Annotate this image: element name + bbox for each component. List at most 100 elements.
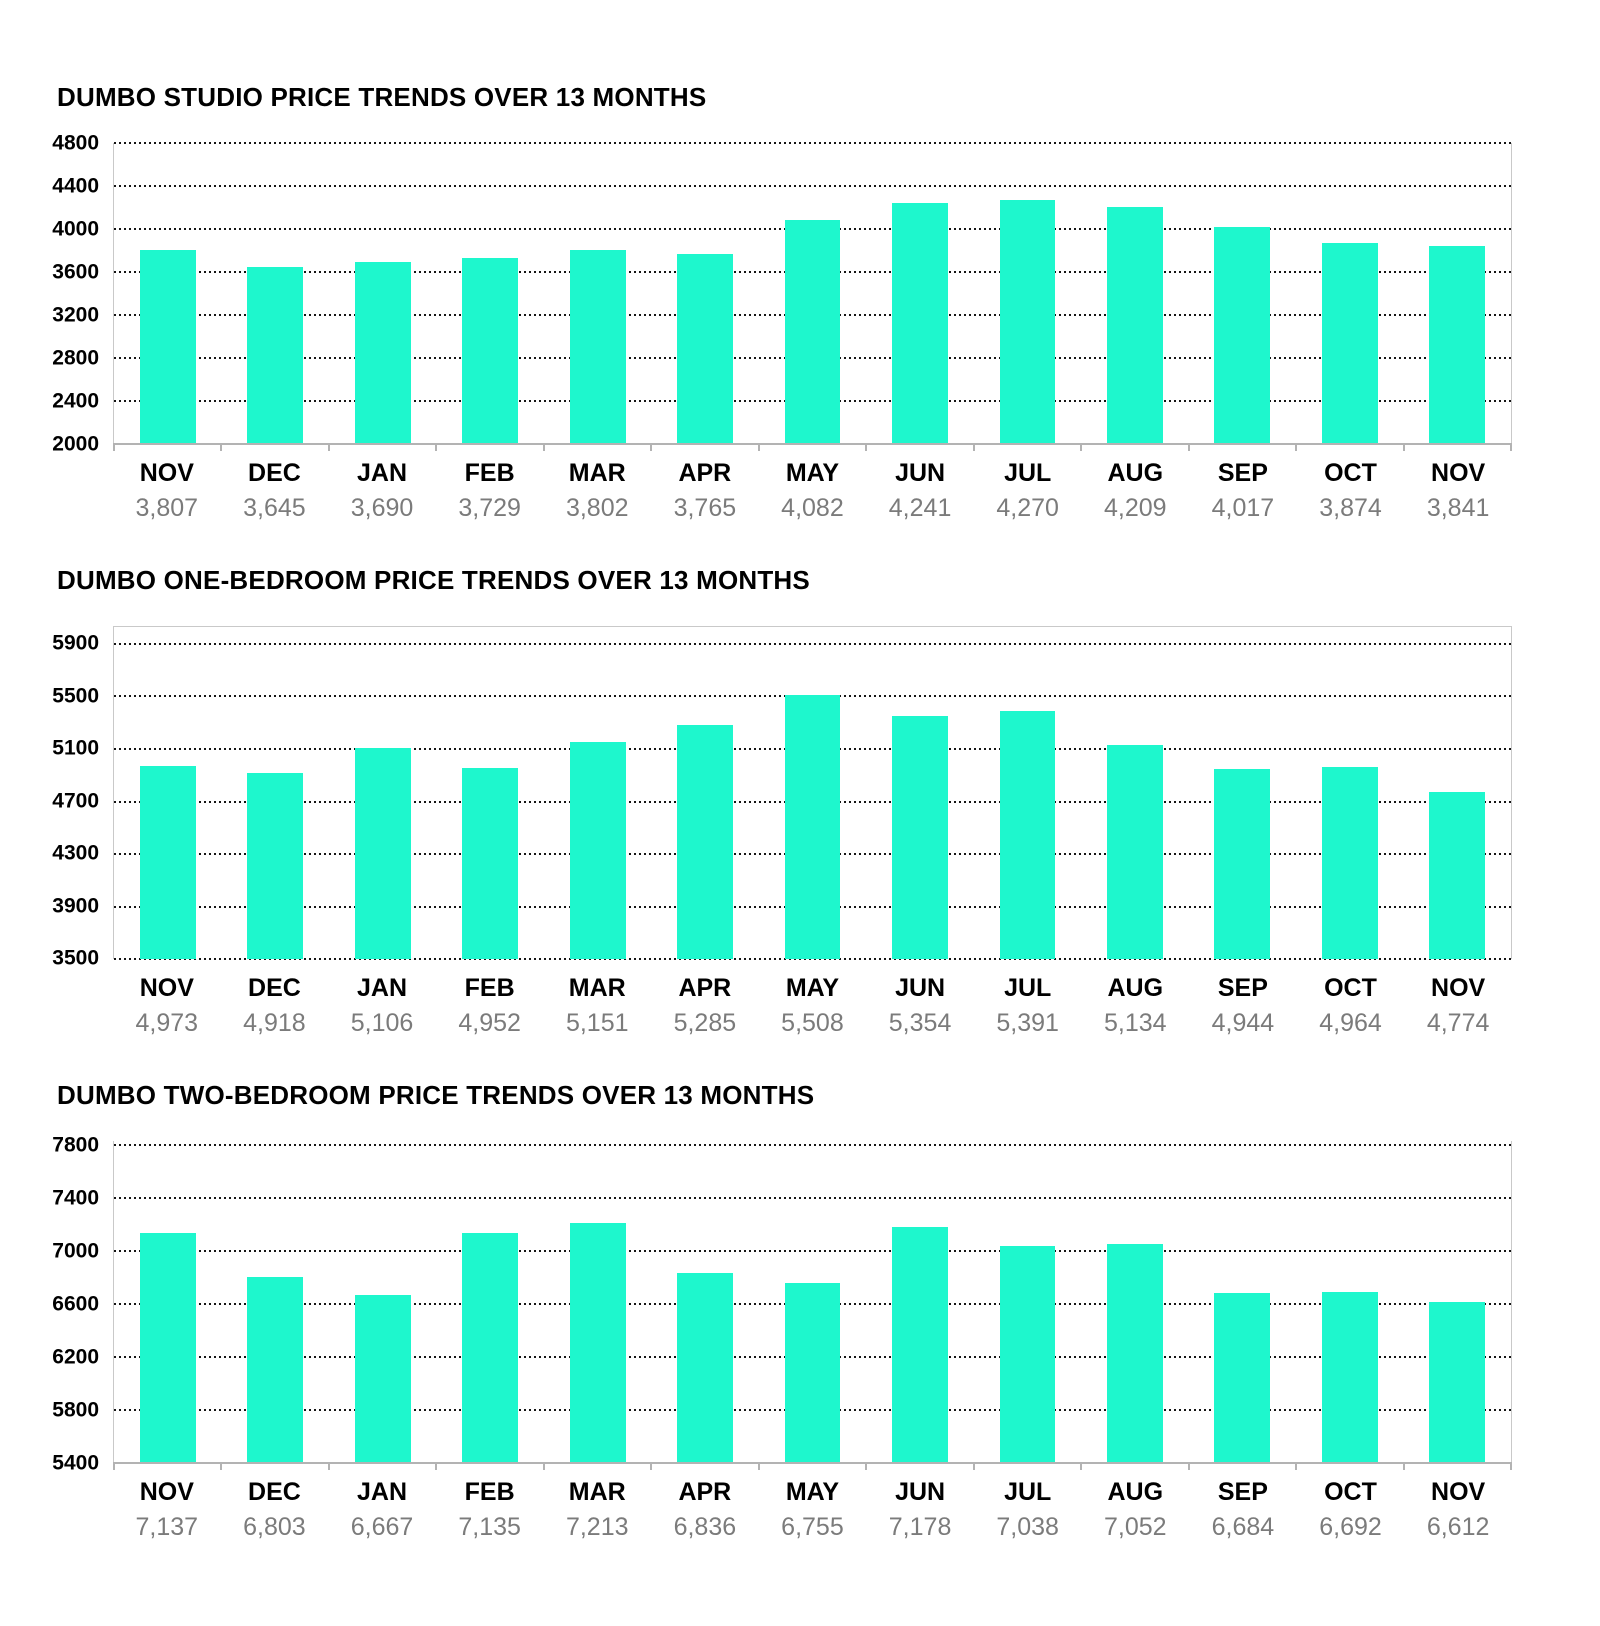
y-tick-label: 3200	[52, 303, 99, 327]
x-axis: NOV 7,137 DEC 6,803 JAN 6,667 FEB 7,135 MAR 7,213…	[113, 1477, 1512, 1542]
axis-tick-mark	[220, 1463, 223, 1470]
x-axis-column: FEB 7,135	[436, 1477, 544, 1542]
bar	[677, 254, 734, 444]
x-axis-column: MAY 4,082	[759, 458, 867, 523]
y-tick-label: 2400	[52, 389, 99, 413]
bar-column	[1189, 644, 1296, 959]
bar-column	[1081, 143, 1188, 444]
bar	[354, 748, 411, 959]
bar	[999, 1245, 1056, 1463]
axis-tick-mark	[1510, 1463, 1512, 1470]
month-label: NOV	[1431, 1478, 1486, 1506]
value-label: 4,952	[458, 1009, 521, 1037]
bar-column	[544, 644, 651, 959]
month-label: SEP	[1217, 1478, 1268, 1506]
bar-column	[221, 644, 328, 959]
y-tick-label: 6200	[52, 1345, 99, 1369]
bar	[784, 695, 841, 959]
x-axis-column: JAN 3,690	[328, 458, 436, 523]
value-label: 6,803	[243, 1513, 306, 1541]
axis-tick-mark	[113, 1463, 115, 1470]
value-label: 6,836	[673, 1513, 737, 1541]
y-tick-label: 3500	[52, 946, 99, 970]
x-axis-column: NOV 4,973	[113, 973, 221, 1038]
value-label: 3,807	[135, 494, 199, 522]
y-tick-label: 2800	[52, 346, 99, 370]
bar-column	[329, 644, 436, 959]
y-axis: 5900 5500 5100 4700 4300 3900 3500	[52, 626, 113, 969]
value-label: 3,645	[243, 494, 306, 522]
bar-column	[759, 644, 866, 959]
bar	[1429, 791, 1486, 959]
value-label: 4,241	[888, 494, 952, 522]
month-label: FEB	[464, 1478, 515, 1506]
bar-column	[1404, 143, 1511, 444]
x-axis-column: APR 3,765	[651, 458, 759, 523]
two-bedroom-price-chart: DUMBO TWO-BEDROOM PRICE TRENDS OVER 13 M…	[52, 1080, 1512, 1542]
y-tick-label: 6600	[52, 1292, 99, 1316]
y-axis-labels: 4800 4400 4000 3600 3200 2800 2400 2000	[52, 133, 99, 455]
value-label: 5,391	[996, 1009, 1059, 1037]
bar	[354, 1295, 411, 1463]
bar	[1321, 766, 1378, 959]
bar	[1321, 242, 1378, 444]
month-label: APR	[678, 974, 732, 1002]
x-axis-column: JUL 5,391	[974, 973, 1082, 1038]
gridline	[114, 184, 1511, 187]
x-axis-column: OCT 6,692	[1297, 1477, 1405, 1542]
bars	[114, 143, 1511, 444]
axis-tick-mark	[1187, 444, 1190, 451]
month-label: MAR	[568, 974, 626, 1002]
axis-tick-mark	[113, 444, 115, 451]
bar-column	[759, 1145, 866, 1463]
value-label: 5,285	[673, 1009, 737, 1037]
axis-tick-mark	[327, 1463, 330, 1470]
x-axis-column: FEB 3,729	[436, 458, 544, 523]
y-axis-labels: 7800 7400 7000 6600 6200 5800 5400	[52, 1135, 99, 1474]
month-label: MAY	[785, 1478, 840, 1506]
month-label: DEC	[248, 974, 301, 1002]
bar	[999, 710, 1056, 959]
bar-column	[651, 143, 758, 444]
x-axis: NOV 3,807 DEC 3,645 JAN 3,690 FEB 3,729 MAR 3,802…	[113, 458, 1512, 523]
value-label: 3,802	[565, 494, 629, 522]
axis-tick-mark	[220, 444, 223, 451]
chart-title: DUMBO TWO-BEDROOM PRICE TRENDS OVER 13 M…	[57, 1080, 815, 1110]
x-axis-column: NOV 3,841	[1404, 458, 1512, 523]
y-tick-label: 4400	[52, 174, 99, 198]
gridline	[114, 958, 1511, 960]
bar-column	[436, 1145, 543, 1463]
month-label: NOV	[139, 459, 194, 487]
bar	[1429, 246, 1486, 444]
x-axis-column: JAN 6,667	[328, 1477, 436, 1542]
x-axis-column: JUN 7,178	[866, 1477, 974, 1542]
plot-area	[113, 142, 1512, 451]
plot-row: 5900 5500 5100 4700 4300 3900 3500	[52, 626, 1512, 969]
month-label: MAY	[785, 459, 840, 487]
y-tick-label: 3900	[52, 894, 99, 917]
month-label: MAR	[568, 459, 626, 487]
axis-tick-mark	[435, 444, 438, 451]
axis-tick-mark	[1080, 1463, 1083, 1470]
month-label: JAN	[357, 974, 408, 1002]
month-label: SEP	[1217, 974, 1268, 1002]
bar-column	[651, 644, 758, 959]
x-axis-line	[113, 1462, 1512, 1464]
y-axis-labels: 5900 5500 5100 4700 4300 3900 3500	[52, 633, 99, 969]
axis-tick-mark	[650, 1463, 653, 1470]
bar-column	[866, 644, 973, 959]
value-label: 4,270	[996, 494, 1059, 522]
y-tick-label: 3600	[52, 260, 99, 284]
bar	[1429, 1302, 1486, 1463]
bar-column	[866, 1145, 973, 1463]
month-label: NOV	[1431, 459, 1486, 487]
axis-tick-mark	[757, 444, 760, 451]
bar-column	[1404, 644, 1511, 959]
axis-tick-mark	[1510, 444, 1512, 451]
bar	[892, 203, 948, 444]
axis-tick-mark	[327, 444, 330, 451]
bar-column	[1189, 1145, 1296, 1463]
bar	[569, 250, 626, 444]
value-label: 5,151	[565, 1009, 629, 1037]
axis-tick-mark	[650, 444, 653, 451]
